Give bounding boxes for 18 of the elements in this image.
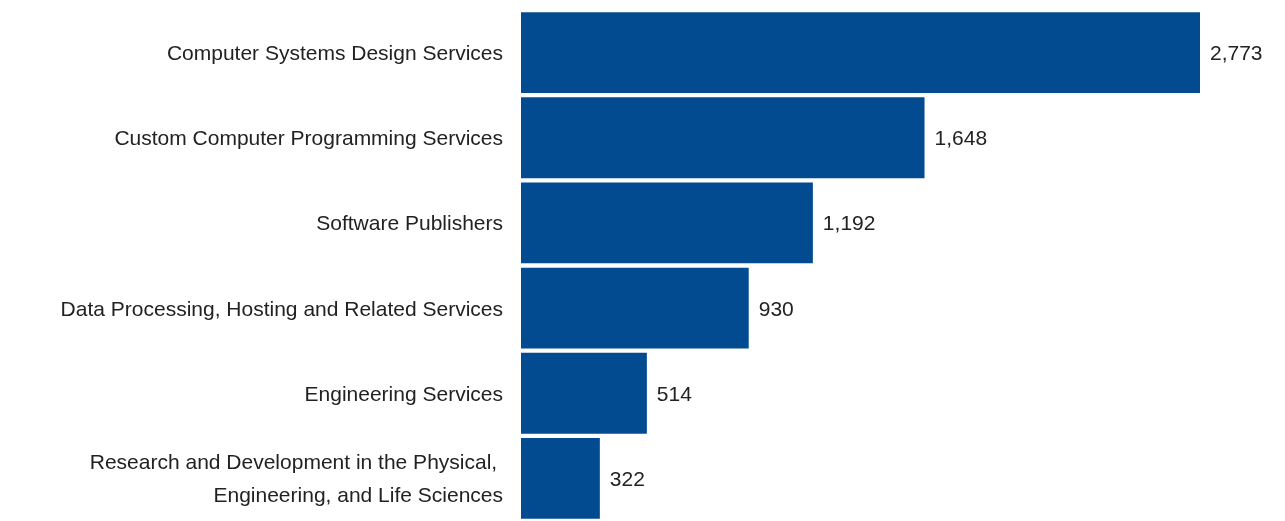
y-tick-label: Engineering Services xyxy=(304,381,503,405)
bar xyxy=(521,437,600,519)
y-tick-label: Research and Development in the Physical, Engineering, and Life Sciences xyxy=(89,450,503,507)
data-label: 930 xyxy=(758,296,794,320)
bar xyxy=(521,97,925,179)
y-tick-label: Software Publishers xyxy=(316,211,503,235)
data-label: 1,192 xyxy=(822,211,876,235)
y-tick-label: Computer Systems Design Services xyxy=(166,41,503,65)
data-label: 514 xyxy=(656,381,693,405)
data-label: 322 xyxy=(609,466,645,490)
bar xyxy=(521,12,1200,94)
bar xyxy=(521,267,749,349)
y-tick-label: Custom Computer Programming Services xyxy=(114,126,503,150)
bar xyxy=(521,182,813,264)
y-tick-label: Data Processing, Hosting and Related Services xyxy=(60,296,503,320)
data-label: 2,773 xyxy=(1210,41,1263,65)
bar xyxy=(521,352,647,434)
data-label: 1,648 xyxy=(934,126,988,150)
